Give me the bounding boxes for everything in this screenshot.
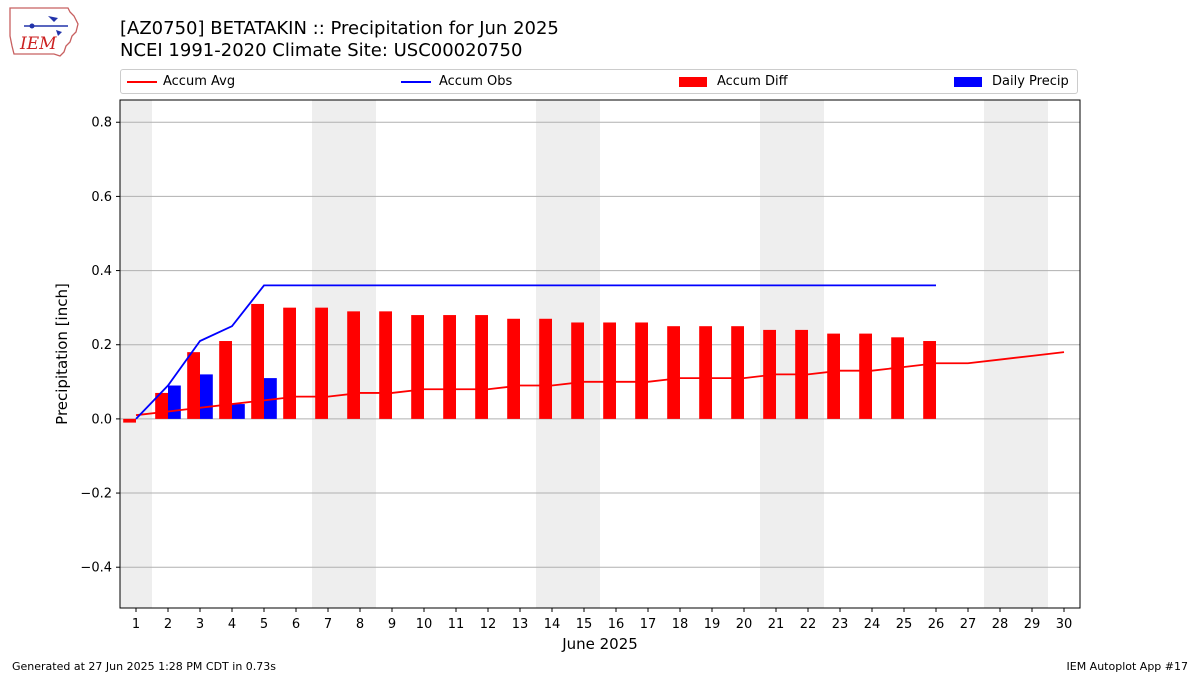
y-tick-label: 0.0	[91, 412, 112, 427]
line-accum-avg	[135, 351, 1065, 417]
bar-daily-precip	[168, 385, 181, 419]
legend-swatch-daily-precip	[954, 77, 982, 87]
footer-app: IEM Autoplot App #17	[1066, 660, 1189, 673]
x-tick-label: 25	[896, 617, 913, 632]
x-tick-label: 13	[512, 617, 529, 632]
bar-accum-diff	[859, 333, 872, 419]
weekend-band-4	[984, 100, 1048, 608]
x-tick-label: 23	[832, 617, 849, 632]
x-tick-label: 4	[228, 617, 236, 632]
legend-swatch-accum-avg	[127, 81, 157, 83]
x-axis-ticks: 1 2 3 4 5 6 7 8 9 10 11 12 13 14 15 16 17 18 19 20 21 22 23 24 2…	[132, 608, 1072, 632]
y-tick-label: −0.2	[80, 487, 112, 502]
x-tick-label: 30	[1056, 617, 1073, 632]
legend-label-accum-diff: Accum Diff	[717, 74, 788, 89]
bar-accum-diff	[283, 307, 296, 419]
x-tick-label: 7	[324, 617, 332, 632]
y-tick-label: 0.6	[91, 190, 112, 205]
chart-title: [AZ0750] BETATAKIN :: Precipitation for …	[120, 18, 559, 39]
bar-accum-diff	[315, 307, 328, 419]
footer-generated: Generated at 27 Jun 2025 1:28 PM CDT in …	[12, 660, 277, 673]
x-tick-label: 27	[960, 617, 977, 632]
y-tick-label: −0.4	[80, 561, 112, 576]
y-tick-label: 0.2	[91, 338, 112, 353]
bar-accum-diff	[699, 326, 712, 419]
weekend-band-0	[120, 100, 152, 608]
x-tick-label: 22	[800, 617, 817, 632]
y-tick-label: 0.4	[91, 264, 112, 279]
x-tick-label: 5	[260, 617, 268, 632]
x-tick-label: 26	[928, 617, 945, 632]
x-tick-label: 8	[356, 617, 364, 632]
x-tick-label: 11	[448, 617, 465, 632]
legend-swatch-accum-diff	[679, 77, 707, 87]
bar-accum-diff	[187, 352, 200, 419]
bar-daily-precip	[200, 374, 213, 419]
x-tick-label: 15	[576, 617, 593, 632]
x-tick-label: 21	[768, 617, 785, 632]
bar-accum-diff	[379, 311, 392, 419]
x-tick-label: 9	[388, 617, 396, 632]
legend-swatch-accum-obs	[401, 81, 431, 83]
x-tick-label: 19	[704, 617, 721, 632]
logo-text: IEM	[19, 34, 57, 54]
chart-legend: Accum Avg Accum Obs Accum Diff Daily Pre…	[120, 69, 1078, 94]
bar-accum-diff	[251, 303, 264, 419]
x-tick-label: 28	[992, 617, 1009, 632]
line-accum-obs	[135, 284, 936, 420]
bar-daily-precip	[232, 404, 245, 419]
bar-accum-diff	[347, 311, 360, 419]
y-axis-ticks: −0.4 −0.2 0.0 0.2 0.4 0.6 0.8	[80, 116, 120, 576]
x-tick-label: 18	[672, 617, 689, 632]
x-tick-label: 29	[1024, 617, 1041, 632]
bar-accum-diff	[507, 318, 520, 419]
bar-accum-diff	[443, 315, 456, 419]
x-tick-label: 16	[608, 617, 625, 632]
x-tick-label: 12	[480, 617, 497, 632]
series-lines	[135, 284, 1065, 420]
x-tick-label: 3	[196, 617, 204, 632]
bar-accum-diff	[731, 326, 744, 419]
bar-accum-diff	[475, 315, 488, 419]
bar-daily-precip	[264, 378, 277, 419]
y-tick-label: 0.8	[91, 116, 112, 131]
x-tick-label: 1	[132, 617, 140, 632]
x-tick-label: 24	[864, 617, 881, 632]
legend-label-accum-avg: Accum Avg	[163, 74, 236, 89]
bar-accum-diff	[635, 322, 648, 419]
x-tick-label: 6	[292, 617, 300, 632]
x-tick-label: 20	[736, 617, 753, 632]
x-tick-label: 17	[640, 617, 657, 632]
legend-label-daily-precip: Daily Precip	[992, 74, 1069, 89]
plot-frame	[119, 99, 1081, 609]
y-axis-label: Precipitation [inch]	[53, 283, 71, 425]
bar-accum-diff	[923, 341, 936, 419]
chart-subtitle: NCEI 1991-2020 Climate Site: USC00020750	[120, 40, 523, 61]
bar-accum-diff	[539, 318, 552, 419]
x-axis-label: June 2025	[561, 635, 638, 653]
bar-accum-diff	[411, 315, 424, 419]
bar-accum-diff	[827, 333, 840, 419]
bar-accum-diff	[571, 322, 584, 419]
x-tick-label: 14	[544, 617, 561, 632]
iem-logo: IEM	[9, 7, 79, 57]
bar-accum-diff	[219, 341, 232, 419]
y-gridlines	[120, 121, 1080, 568]
bars	[123, 303, 936, 423]
bar-accum-diff	[123, 418, 136, 423]
legend-label-accum-obs: Accum Obs	[439, 74, 513, 89]
x-tick-label: 2	[164, 617, 172, 632]
bar-accum-diff	[667, 326, 680, 419]
x-tick-label: 10	[416, 617, 433, 632]
bar-accum-diff	[891, 337, 904, 419]
bar-accum-diff	[603, 322, 616, 419]
